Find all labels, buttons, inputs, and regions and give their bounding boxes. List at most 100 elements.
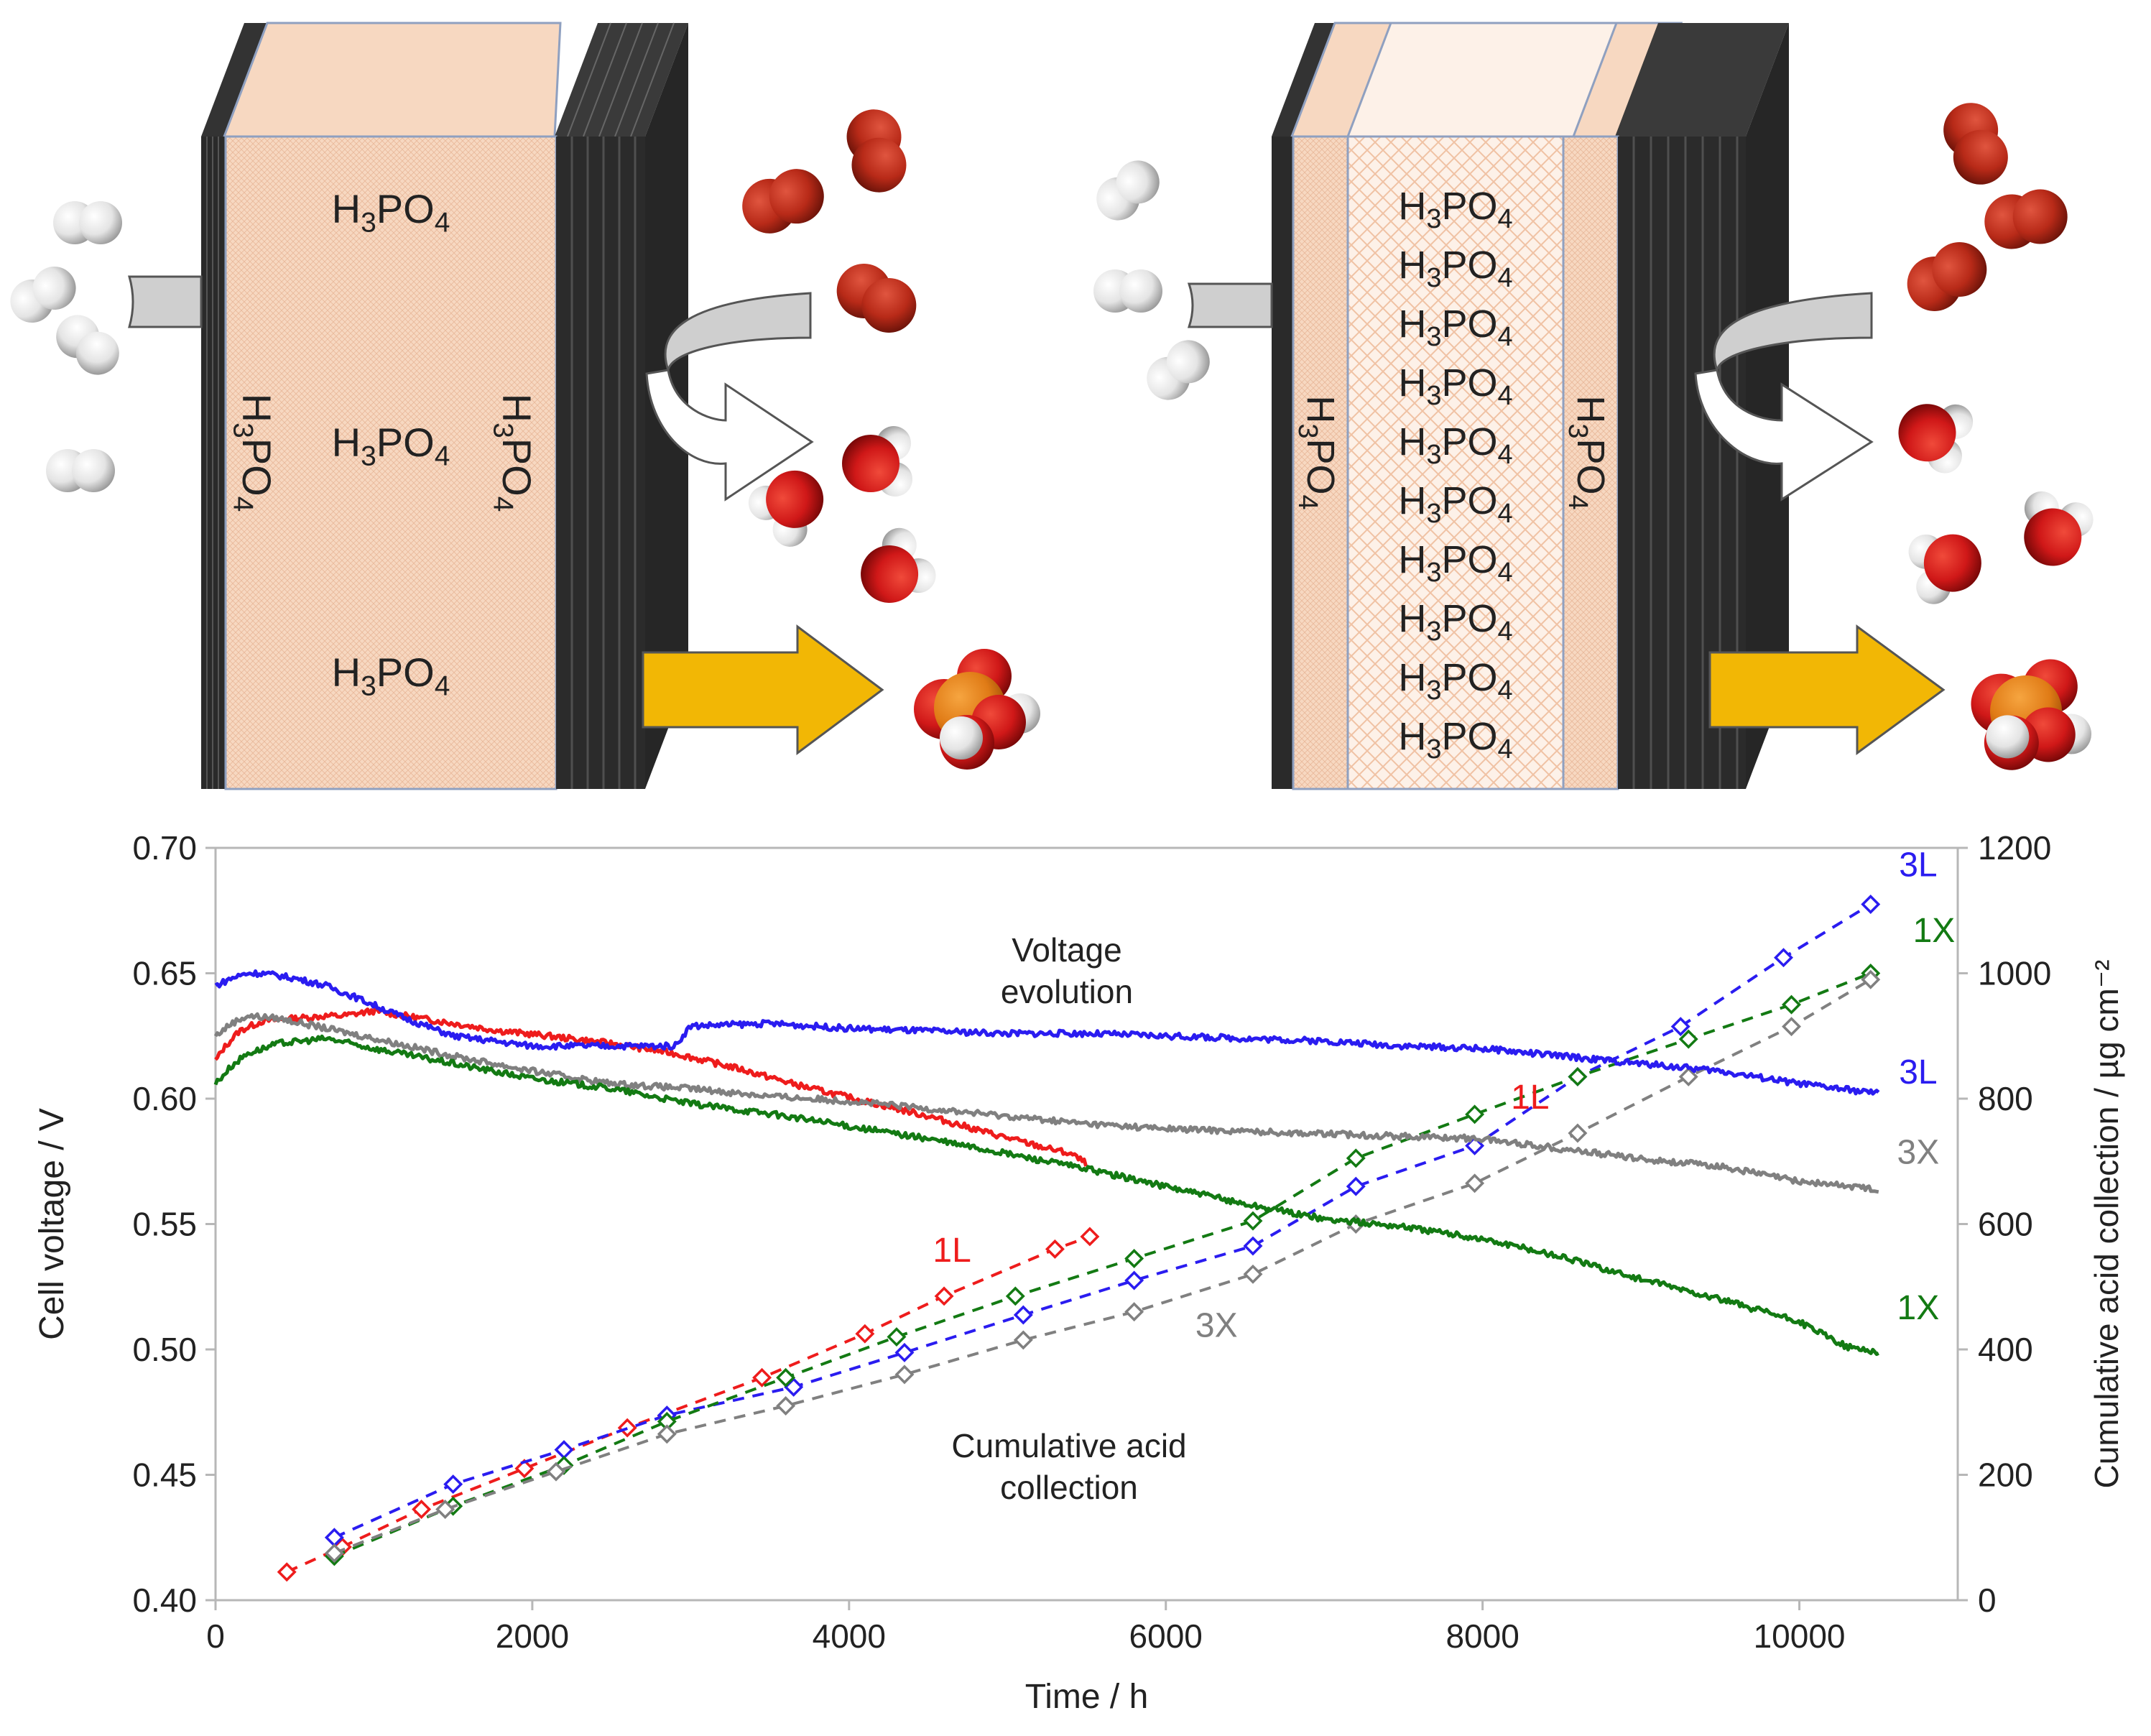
phosphoric-acid-molecule-icon bbox=[914, 649, 1040, 770]
acid-point-3X bbox=[1568, 1123, 1588, 1143]
electrolyte-label: H3​PO4​ bbox=[332, 186, 450, 238]
electrolyte-label: H3​PO4​ bbox=[332, 420, 450, 471]
hydrogen-molecule-icon bbox=[1087, 152, 1169, 229]
acid-point-1X bbox=[1346, 1148, 1366, 1168]
acid-line-3L bbox=[333, 902, 1872, 1539]
acid-point-1X bbox=[1465, 1104, 1485, 1125]
voltage-series bbox=[213, 969, 1880, 1357]
water-molecule-icon bbox=[842, 426, 912, 497]
y2-tick-label: 600 bbox=[1978, 1206, 2033, 1243]
acid-point-3L bbox=[554, 1440, 574, 1460]
y-tick-label: 0.60 bbox=[132, 1080, 197, 1117]
series-label-3X: 3X bbox=[1897, 1134, 1940, 1172]
oxygen-molecule-icon bbox=[826, 254, 927, 343]
voltage-annotation-line2: evolution bbox=[1001, 973, 1133, 1010]
acid-point-1L bbox=[277, 1562, 297, 1582]
acid-line-1L bbox=[286, 1235, 1091, 1574]
electrolyte-label: H3​PO4​ bbox=[1398, 715, 1512, 765]
series-label-1X: 1X bbox=[1913, 912, 1956, 950]
gray-arrow-icon bbox=[128, 275, 203, 328]
side-electrolyte-label: H3​PO4​ bbox=[1292, 395, 1342, 509]
acid-series bbox=[277, 895, 1881, 1582]
acid-point-1L bbox=[934, 1286, 954, 1306]
acid-point-3X bbox=[1243, 1264, 1263, 1284]
electrolyte-label: H3​PO4​ bbox=[1398, 420, 1512, 470]
oxygen-molecule-icon bbox=[1897, 232, 1997, 321]
y-tick-label: 0.50 bbox=[132, 1331, 197, 1368]
y2-tick-label: 1000 bbox=[1978, 955, 2051, 992]
electrolyte-label: H3​PO4​ bbox=[1398, 479, 1512, 529]
series-label-3L: 3L bbox=[1899, 846, 1937, 884]
right-schematic-icons bbox=[1087, 95, 2113, 794]
cell-voltage-acid-collection-chart: 0 2000 4000 6000 8000 100000.400.450.500.550.… bbox=[33, 829, 2125, 1716]
electrolyte-label: H3​PO4​ bbox=[1398, 538, 1512, 588]
y-tick-label: 0.45 bbox=[132, 1456, 197, 1494]
oxygen-molecule-icon bbox=[842, 105, 911, 197]
hydrogen-molecule-icon bbox=[53, 201, 122, 244]
y-tick-label: 0.40 bbox=[132, 1582, 197, 1619]
electrolyte-label: H3​PO4​ bbox=[1398, 597, 1512, 647]
oxygen-molecule-icon bbox=[734, 161, 832, 241]
series-labels: 1L 3L 3X 1X 1L 3X 3L 1X bbox=[933, 846, 1955, 1344]
acid-point-3X bbox=[546, 1462, 566, 1482]
acid-point-1L bbox=[412, 1500, 432, 1519]
electrolyte-label: H3​PO4​ bbox=[332, 650, 450, 701]
series-label-3X: 3X bbox=[1195, 1307, 1238, 1345]
y2-tick-label: 400 bbox=[1978, 1331, 2033, 1368]
series-label-3L: 3L bbox=[1899, 1053, 1937, 1091]
acid-point-1X bbox=[1782, 994, 1801, 1015]
acid-point-3L bbox=[443, 1474, 463, 1495]
hydrogen-molecule-icon bbox=[1093, 269, 1162, 313]
yellow-arrow-icon bbox=[642, 624, 884, 755]
water-molecule-icon bbox=[2007, 485, 2099, 576]
acid-point-3X bbox=[435, 1500, 455, 1519]
y-tick-label: 0.55 bbox=[132, 1206, 197, 1243]
acid-point-1L bbox=[617, 1418, 637, 1438]
y2-tick-label: 200 bbox=[1978, 1456, 2033, 1494]
y-tick-label: 0.65 bbox=[132, 955, 197, 992]
acid-point-3L bbox=[894, 1342, 915, 1362]
acid-point-1X bbox=[1124, 1249, 1144, 1268]
series-label-1L: 1L bbox=[1511, 1079, 1549, 1117]
white-curved-arrow-icon bbox=[1694, 369, 1874, 502]
acid-point-3X bbox=[1013, 1330, 1033, 1350]
hydrogen-molecule-icon bbox=[47, 306, 129, 384]
acid-point-3X bbox=[1782, 1017, 1801, 1037]
acid-point-1L bbox=[514, 1459, 535, 1479]
acid-point-3L bbox=[1013, 1305, 1033, 1325]
acid-point-3X bbox=[324, 1543, 344, 1564]
acid-series-3X bbox=[324, 969, 1881, 1564]
side-electrolyte-label: H3​PO4​ bbox=[228, 394, 279, 512]
acid-point-3L bbox=[1124, 1270, 1144, 1291]
acid-point-3X bbox=[894, 1365, 915, 1385]
y2-tick-label: 1200 bbox=[1978, 829, 2051, 867]
acid-point-1X bbox=[1678, 1029, 1698, 1049]
x-tick-label: 6000 bbox=[1129, 1617, 1203, 1655]
acid-series-1L bbox=[277, 1227, 1100, 1582]
yellow-arrow-icon bbox=[1708, 624, 1946, 755]
acid-point-3L bbox=[1670, 1017, 1690, 1037]
x-tick-label: 8000 bbox=[1445, 1617, 1519, 1655]
side-electrolyte-label: H3​PO4​ bbox=[488, 394, 540, 512]
water-molecule-icon bbox=[846, 520, 943, 617]
white-curved-arrow-icon bbox=[645, 369, 814, 502]
y2-tick-label: 800 bbox=[1978, 1080, 2033, 1117]
acid-point-1L bbox=[1080, 1227, 1100, 1247]
acid-point-3X bbox=[657, 1424, 677, 1444]
electrolyte-label: H3​PO4​ bbox=[1398, 244, 1512, 293]
x-axis-label: Time / h bbox=[1025, 1678, 1149, 1716]
electrolyte-label: H3​PO4​ bbox=[1398, 303, 1512, 352]
acid-point-3L bbox=[1346, 1176, 1366, 1196]
oxygen-molecule-icon bbox=[1980, 185, 2072, 254]
acid-line-3X bbox=[333, 978, 1872, 1555]
acid-point-3X bbox=[1124, 1302, 1144, 1322]
voltage-annotation-line1: Voltage bbox=[1012, 931, 1121, 969]
y-axis-label: Cell voltage / V bbox=[33, 1108, 71, 1340]
y2-axis-label: Cumulative acid collection / µg cm⁻² bbox=[2088, 960, 2125, 1489]
x-tick-label: 10000 bbox=[1754, 1617, 1846, 1655]
oxygen-molecule-icon bbox=[1935, 95, 2016, 193]
acid-point-1L bbox=[1045, 1239, 1065, 1259]
voltage-line-3L bbox=[214, 969, 1880, 1096]
voltage-line-1X bbox=[213, 1034, 1879, 1357]
